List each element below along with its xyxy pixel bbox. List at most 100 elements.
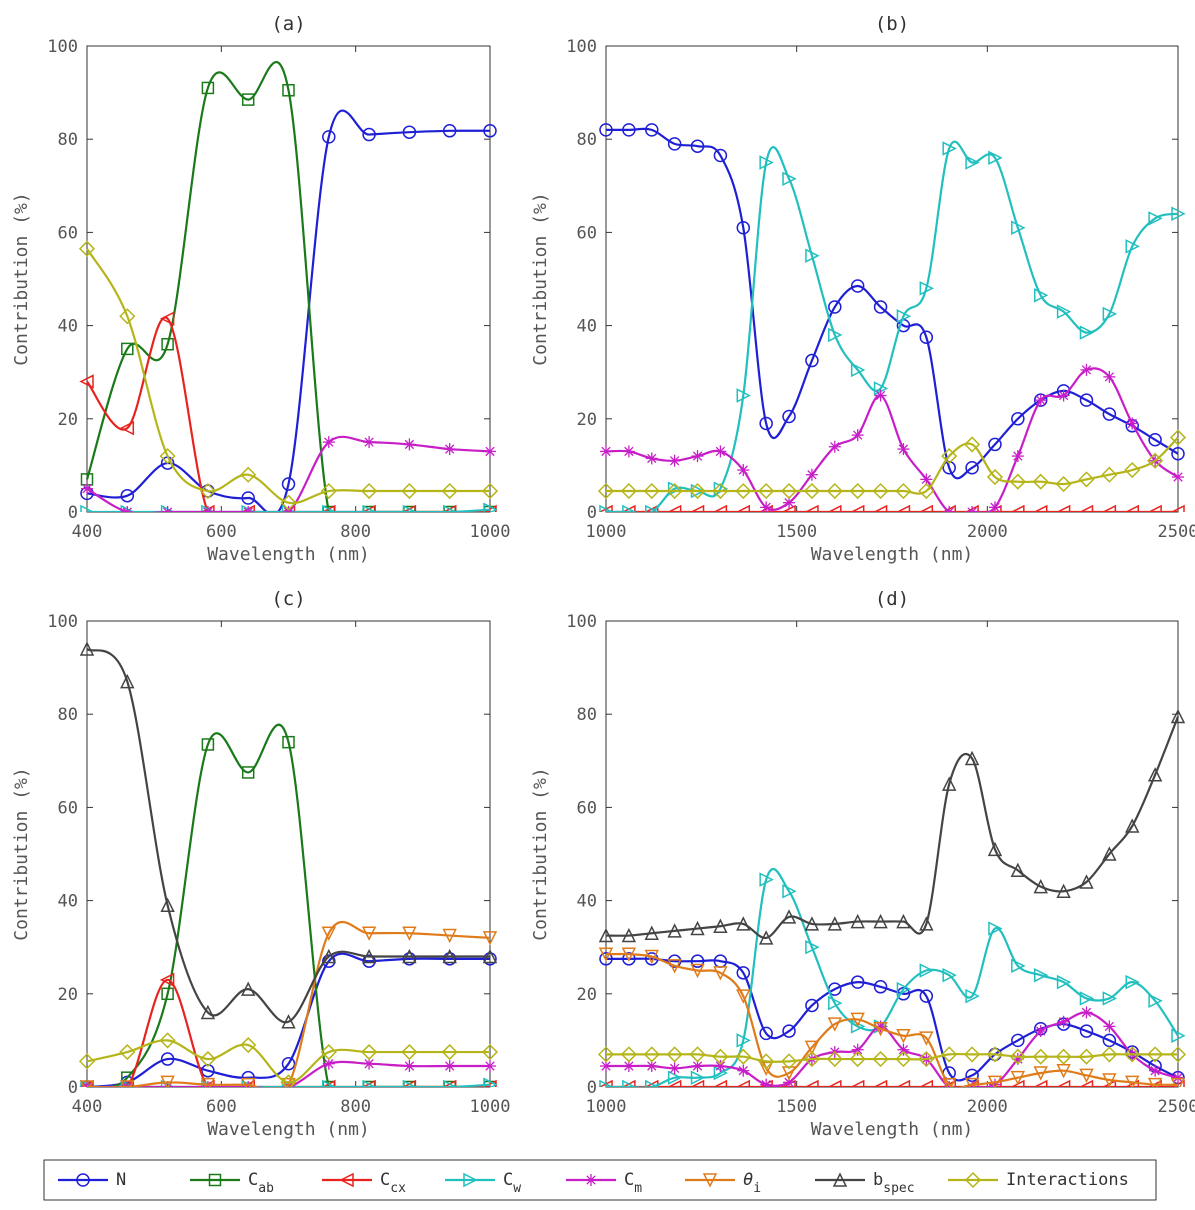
series-Cw bbox=[599, 868, 1186, 1087]
data-point-Cm bbox=[282, 506, 295, 512]
x-tick-label: 1000 bbox=[470, 1097, 511, 1117]
data-point-Interactions bbox=[689, 482, 706, 500]
data-point-theta bbox=[919, 1031, 934, 1046]
data-point-theta bbox=[361, 926, 377, 941]
data-point-Cab bbox=[121, 342, 134, 356]
data-point-Interactions bbox=[941, 1046, 958, 1063]
legend-subscript: cx bbox=[390, 1181, 406, 1196]
y-tick-label: 20 bbox=[58, 410, 78, 430]
data-point-Ccx bbox=[872, 504, 888, 512]
data-point-Interactions bbox=[986, 468, 1004, 486]
legend-marker-Interactions bbox=[964, 1171, 982, 1189]
data-point-Interactions bbox=[1055, 1048, 1072, 1065]
data-point-theta bbox=[873, 1022, 888, 1037]
data-point-Cm bbox=[714, 1060, 727, 1073]
x-tick-label: 600 bbox=[206, 1097, 237, 1117]
series-N bbox=[80, 952, 497, 1087]
data-point-theta bbox=[987, 1075, 1003, 1087]
data-point-N bbox=[120, 488, 135, 503]
data-point-Interactions bbox=[1101, 466, 1118, 483]
data-point-Interactions bbox=[240, 466, 257, 483]
data-point-N bbox=[1102, 407, 1117, 421]
series-line-Interactions bbox=[86, 1039, 490, 1084]
data-point-Cm bbox=[484, 1060, 496, 1073]
series-Ccx bbox=[79, 311, 497, 512]
series-Cm bbox=[81, 435, 496, 512]
data-point-N bbox=[442, 124, 457, 138]
series-N bbox=[599, 952, 1185, 1085]
x-tick-label: 1500 bbox=[776, 1097, 817, 1117]
legend-marker-Cab bbox=[208, 1173, 222, 1187]
data-point-bspec bbox=[896, 913, 911, 929]
panel-d: 1000 1500 2000 2500 0 20 40 60 80 100 Wavelength (… bbox=[530, 588, 1195, 1140]
x-tick-label: 1500 bbox=[776, 522, 817, 542]
series-Cm bbox=[600, 1006, 1184, 1087]
data-point-Interactions bbox=[643, 482, 660, 500]
x-tick-label: 2000 bbox=[967, 1097, 1008, 1117]
data-point-N bbox=[1079, 393, 1094, 407]
data-point-Interactions bbox=[780, 482, 798, 500]
data-point-Cm bbox=[1103, 1020, 1116, 1033]
data-point-N bbox=[645, 123, 659, 137]
data-point-Interactions bbox=[1055, 475, 1072, 493]
data-point-Cm bbox=[805, 468, 818, 481]
data-point-Ccx bbox=[119, 420, 135, 436]
y-tick-label: 80 bbox=[58, 705, 78, 725]
data-point-Cm bbox=[645, 452, 658, 465]
data-point-bspec bbox=[736, 916, 751, 931]
data-point-Interactions bbox=[643, 1046, 660, 1063]
data-point-Interactions bbox=[712, 482, 729, 500]
data-point-theta bbox=[200, 1077, 216, 1087]
data-point-Cm bbox=[851, 429, 864, 442]
series-Ccx bbox=[598, 504, 1185, 512]
data-point-Ccx bbox=[666, 504, 682, 512]
data-point-Ccx bbox=[895, 1079, 911, 1087]
legend-marker-Cw bbox=[463, 1172, 478, 1188]
data-point-Cm bbox=[161, 506, 174, 512]
data-point-bspec bbox=[690, 920, 705, 936]
y-tick-label: 80 bbox=[577, 130, 597, 150]
data-point-Interactions bbox=[1032, 1048, 1049, 1065]
data-point-N bbox=[759, 416, 773, 431]
data-point-N bbox=[281, 1056, 296, 1071]
series-line-Cm bbox=[87, 1060, 490, 1087]
panel-title: (c) bbox=[271, 588, 305, 610]
data-point-N bbox=[1011, 1033, 1025, 1048]
series-line-theta bbox=[87, 920, 491, 1087]
x-axis-label: Wavelength (nm) bbox=[207, 544, 370, 565]
data-point-Cw bbox=[667, 1070, 683, 1085]
data-point-Ccx bbox=[712, 1079, 728, 1087]
data-point-Cw bbox=[896, 309, 912, 324]
legend-entry-N: N bbox=[58, 1170, 126, 1190]
data-point-Cw bbox=[362, 1079, 377, 1087]
data-point-Interactions bbox=[1032, 473, 1049, 490]
y-tick-label: 0 bbox=[68, 503, 78, 523]
data-point-bspec bbox=[919, 916, 934, 931]
data-point-bspec bbox=[827, 916, 843, 931]
data-point-Ccx bbox=[1147, 504, 1162, 512]
data-point-bspec bbox=[667, 923, 682, 938]
data-point-Cw bbox=[622, 504, 637, 512]
data-point-Interactions bbox=[159, 448, 176, 465]
data-point-bspec bbox=[1033, 878, 1048, 894]
series-line-Cab bbox=[85, 60, 490, 512]
y-tick-label: 100 bbox=[47, 612, 78, 632]
data-point-bspec bbox=[758, 930, 774, 945]
data-point-Cw bbox=[1011, 220, 1026, 235]
data-point-Interactions bbox=[481, 482, 498, 500]
panel-title: (a) bbox=[271, 13, 305, 35]
x-tick-label: 2500 bbox=[1158, 522, 1195, 542]
plot-frame bbox=[605, 620, 1179, 1088]
data-point-theta bbox=[1170, 1077, 1186, 1087]
data-point-Cw bbox=[442, 1079, 458, 1087]
data-point-theta bbox=[1102, 1073, 1117, 1087]
legend-subscript: w bbox=[513, 1181, 521, 1196]
data-point-Interactions bbox=[320, 482, 337, 500]
data-point-Cw bbox=[759, 872, 774, 887]
y-tick-label: 20 bbox=[577, 410, 597, 430]
data-point-theta bbox=[321, 926, 337, 941]
data-point-Cw bbox=[965, 155, 980, 170]
data-point-Ccx bbox=[1124, 1079, 1139, 1087]
data-point-N bbox=[782, 409, 796, 424]
data-point-Cab bbox=[362, 1080, 376, 1087]
